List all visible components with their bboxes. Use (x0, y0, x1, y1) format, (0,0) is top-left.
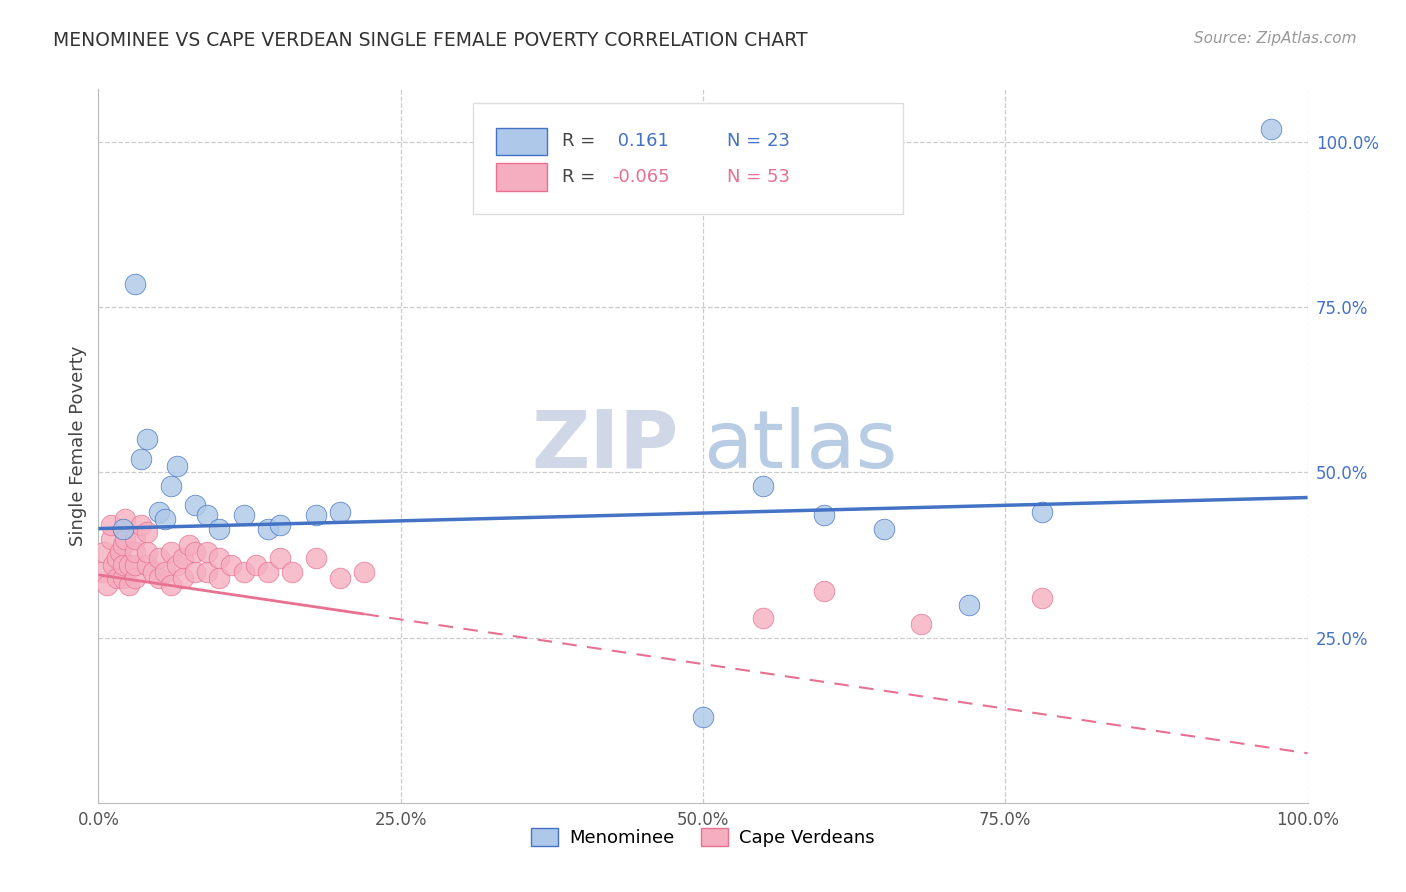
Point (96, 578, 118, 592)
Point (153, 565, 176, 579)
Point (105, 571, 128, 585)
Point (129, 452, 152, 467)
Point (752, 478, 775, 492)
Point (329, 571, 352, 585)
Point (148, 505, 170, 519)
Text: R =: R = (561, 168, 600, 186)
Point (108, 545, 131, 559)
Point (1031, 505, 1053, 519)
Point (105, 551, 128, 566)
Text: MENOMINEE VS CAPE VERDEAN SINGLE FEMALE POVERTY CORRELATION CHART: MENOMINEE VS CAPE VERDEAN SINGLE FEMALE … (53, 31, 808, 50)
Point (124, 558, 146, 572)
Bar (496, 128, 547, 155)
Text: N = 53: N = 53 (727, 168, 790, 186)
Point (100, 518, 122, 533)
Point (124, 571, 146, 585)
Point (910, 617, 932, 632)
Point (118, 578, 141, 592)
Point (813, 584, 835, 599)
Legend: Menominee, Cape Verdeans: Menominee, Cape Verdeans (524, 822, 882, 855)
Point (179, 538, 201, 552)
Point (1260, 121, 1282, 136)
Point (166, 458, 188, 473)
Point (269, 551, 291, 566)
Point (111, 522, 134, 536)
Point (114, 511, 136, 525)
Point (752, 611, 775, 625)
Point (148, 551, 170, 566)
Point (124, 532, 146, 546)
Point (957, 598, 980, 612)
Point (124, 545, 146, 559)
Point (221, 558, 243, 572)
Point (111, 558, 134, 572)
Point (100, 532, 122, 546)
Point (111, 571, 134, 585)
Point (111, 538, 134, 552)
Point (195, 545, 218, 559)
Point (195, 508, 218, 523)
Point (329, 505, 352, 519)
Point (208, 571, 231, 585)
Point (114, 532, 136, 546)
Point (184, 565, 207, 579)
Point (1031, 591, 1053, 605)
Text: atlas: atlas (703, 407, 897, 485)
Point (91, 565, 114, 579)
Point (232, 565, 254, 579)
Point (148, 571, 170, 585)
Point (813, 508, 835, 523)
Point (305, 551, 328, 566)
Point (93, 545, 115, 559)
Point (245, 558, 267, 572)
Point (195, 565, 218, 579)
Point (124, 277, 146, 292)
Y-axis label: Single Female Poverty: Single Female Poverty (69, 346, 87, 546)
Point (208, 551, 231, 566)
Point (160, 545, 183, 559)
Point (305, 508, 328, 523)
Point (160, 478, 183, 492)
Bar (496, 163, 547, 191)
Point (256, 565, 278, 579)
Text: ZIP: ZIP (531, 407, 679, 485)
Text: N = 23: N = 23 (727, 132, 790, 150)
Point (256, 522, 278, 536)
Point (208, 522, 231, 536)
Point (129, 518, 152, 533)
Text: -0.065: -0.065 (613, 168, 669, 186)
FancyBboxPatch shape (474, 103, 903, 214)
Point (135, 545, 157, 559)
Point (166, 558, 188, 572)
Point (153, 511, 176, 525)
Text: Source: ZipAtlas.com: Source: ZipAtlas.com (1194, 31, 1357, 46)
Point (172, 571, 194, 585)
Point (184, 499, 207, 513)
Point (269, 518, 291, 533)
Text: R =: R = (561, 132, 600, 150)
Point (142, 565, 165, 579)
Point (172, 551, 194, 566)
Point (118, 558, 141, 572)
Point (135, 558, 157, 572)
Point (232, 508, 254, 523)
Point (873, 522, 896, 536)
Point (692, 710, 714, 724)
Point (160, 578, 183, 592)
Point (184, 545, 207, 559)
Point (135, 524, 157, 539)
Point (101, 558, 124, 572)
Point (353, 565, 375, 579)
Point (135, 433, 157, 447)
Text: 0.161: 0.161 (613, 132, 669, 150)
Point (281, 565, 304, 579)
